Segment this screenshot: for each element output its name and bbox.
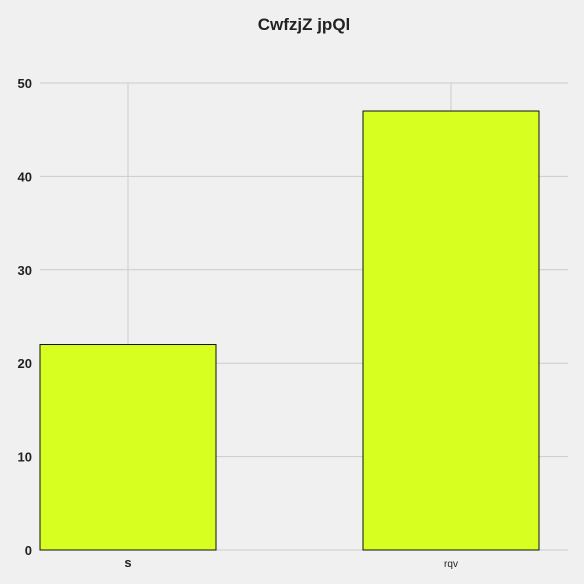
y-tick-label-4: 40	[18, 169, 32, 184]
y-tick-label-2: 20	[18, 356, 32, 371]
bar-s	[39, 344, 217, 551]
y-tick-label-3: 30	[18, 263, 32, 278]
x-tick-label-0: s	[124, 555, 131, 570]
y-axis-ticks: 0 10 20 30 40 50	[18, 76, 32, 558]
bar-rqv	[362, 110, 540, 551]
bars	[39, 110, 540, 551]
x-axis-ticks: s rqv	[124, 555, 458, 570]
chart-title: CwfzjZ jpQl	[258, 15, 351, 34]
y-tick-label-5: 50	[18, 76, 32, 91]
y-tick-label-1: 10	[18, 450, 32, 465]
y-tick-label-0: 0	[25, 543, 32, 558]
x-tick-label-1: rqv	[444, 559, 458, 570]
